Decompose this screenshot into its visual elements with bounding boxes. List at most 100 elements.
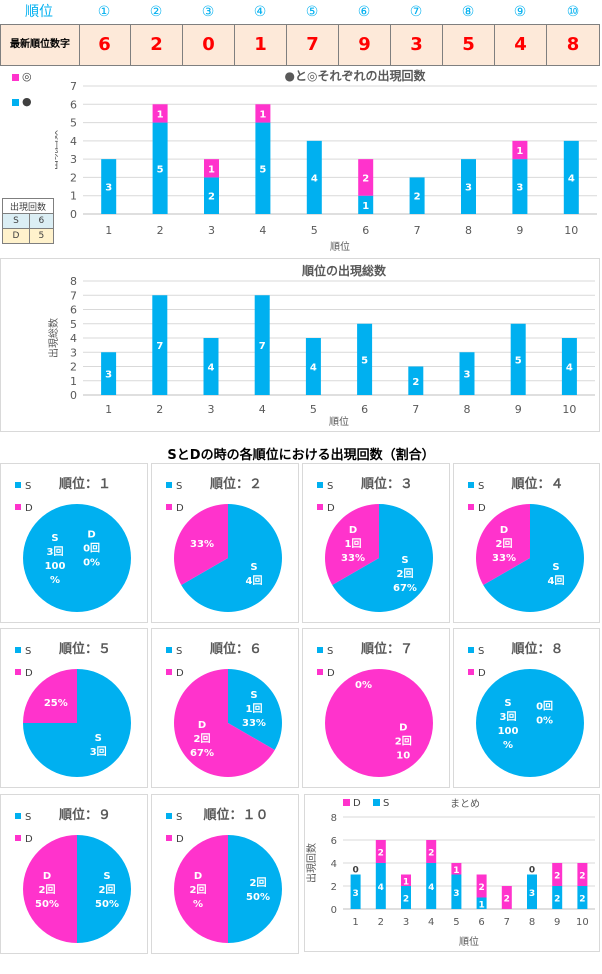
pie-panel: 順位：４ S D S 4回 D 2回 33% [453, 463, 600, 623]
y-tick-label: 2 [70, 171, 77, 184]
pie-data-label: % [193, 899, 203, 910]
y-tick-label: 8 [70, 275, 77, 288]
bar [408, 366, 424, 395]
pie-title: 順位：１０ [203, 807, 268, 823]
data-label: 2 [579, 895, 585, 905]
data-label: 1 [362, 201, 369, 212]
legend-s-swatch [12, 99, 19, 106]
summary-bar-chart: まとめ02468出現回数順位13024232144253161270283092… [305, 798, 595, 948]
y-tick-label: 0 [331, 905, 337, 916]
section-title: SとDの時の各順位における出現回数（割合） [167, 448, 435, 463]
legend-label: D [478, 668, 486, 679]
legend-label: D [25, 503, 33, 514]
header-position: ⑤ [305, 4, 319, 20]
x-tick-label: 2 [378, 917, 384, 928]
legend-swatch [166, 813, 172, 819]
pie-panel: 順位：１０ S D 2回 50% D 2回% [151, 794, 299, 954]
pie-data-label: 1回 [245, 703, 262, 715]
legend-swatch [468, 647, 474, 653]
pie-data-label: S [401, 555, 408, 566]
chart-total-panel: 順位の出現総数 0 1 2 3 4 5 6 7 8 出現総数 順位 1 3 2 7 3 4 4 7 5 4 6 5 7 2 8 3 9 5… [0, 258, 600, 432]
x-axis-label: 順位 [330, 240, 350, 253]
latest-numbers-row: 最新順位数字 6 2 0 1 7 9 3 5 4 8 [0, 24, 600, 66]
data-label: 3 [105, 370, 112, 381]
bar [512, 159, 528, 214]
chart-title: まとめ [450, 798, 480, 810]
bar [426, 840, 437, 863]
legend-label: S [176, 812, 182, 823]
pie-data-label: 50% [95, 899, 119, 910]
legend-swatch [15, 835, 21, 841]
pie-data-label: 10 [396, 751, 410, 762]
bar [476, 874, 487, 898]
pie-data-label: 0% [536, 715, 553, 726]
pie-data-label: 2回 [190, 884, 207, 896]
legend-swatch [317, 669, 323, 675]
header-position: ⑥ [357, 4, 371, 20]
count-table-value: 6 [28, 213, 55, 229]
x-tick-label: 10 [564, 224, 578, 237]
pie-slice-s [483, 504, 584, 612]
pie-data-label: S [95, 733, 102, 744]
bar [204, 159, 219, 178]
data-label: 2 [554, 895, 560, 905]
y-tick-label: 1 [70, 190, 77, 203]
pie-panel: 順位：６ S D S 1回 33% D 2回 67% [151, 628, 299, 788]
legend-swatch [166, 504, 172, 510]
pie-slice-s [77, 835, 131, 943]
x-tick-label: 8 [465, 224, 472, 237]
total-bar-chart: 順位の出現総数012345678出現総数順位132734475465728395… [47, 263, 595, 428]
pie-title: 順位：３ [361, 476, 413, 492]
data-label: 3 [105, 183, 112, 194]
header-position: ⑦ [409, 4, 423, 20]
data-label: 5 [259, 164, 266, 175]
pie-slice-d [174, 504, 228, 585]
pie-slice-d [23, 835, 77, 943]
legend-swatch [468, 669, 474, 675]
bar [512, 140, 528, 160]
legend-label: D [176, 503, 184, 514]
count-table: 出現回数 S 6 D 5 [2, 198, 55, 244]
bar [357, 323, 373, 395]
pie-data-label: 0% [83, 557, 100, 568]
pie-slice-d [325, 669, 433, 777]
header-position: ② [149, 4, 163, 20]
count-table-label: D [2, 228, 30, 244]
pie-title: 順位：８ [511, 641, 563, 657]
data-label: 3 [453, 889, 459, 899]
y-tick-label: 0 [70, 389, 77, 402]
pie-slice-s [23, 504, 131, 612]
legend-label: D [176, 834, 184, 845]
legend-label: D [327, 668, 335, 679]
pie-panel: 順位：８ S D S 3回 100% 0回 0% [453, 628, 600, 788]
pie-data-label: % [50, 575, 60, 586]
pie-data-label: 33% [190, 539, 214, 550]
x-tick-label: 4 [259, 224, 266, 237]
latest-number: 1 [235, 25, 287, 65]
y-tick-label: 4 [70, 332, 77, 345]
legend-label: S [478, 646, 484, 657]
y-tick-label: 2 [70, 361, 77, 374]
y-axis-label: 出現回数 [305, 843, 318, 883]
y-tick-label: 3 [70, 346, 77, 359]
pie-data-label: % [503, 740, 513, 751]
pie-data-label: 33% [242, 718, 266, 729]
data-label: 4 [568, 173, 575, 184]
bar [204, 177, 219, 214]
bar [254, 295, 270, 395]
pie-title: 順位：５ [59, 641, 111, 657]
bar [527, 874, 537, 909]
x-tick-label: 1 [105, 224, 112, 237]
count-table-header: 出現回数 [2, 198, 54, 214]
x-tick-label: 9 [516, 224, 523, 237]
y-tick-label: 5 [70, 117, 77, 130]
pie-data-label: S [250, 690, 257, 701]
latest-number: 2 [131, 25, 183, 65]
legend-s-label: ● [22, 95, 32, 108]
bar [459, 352, 475, 395]
pie-data-label: 1回 [345, 538, 362, 550]
